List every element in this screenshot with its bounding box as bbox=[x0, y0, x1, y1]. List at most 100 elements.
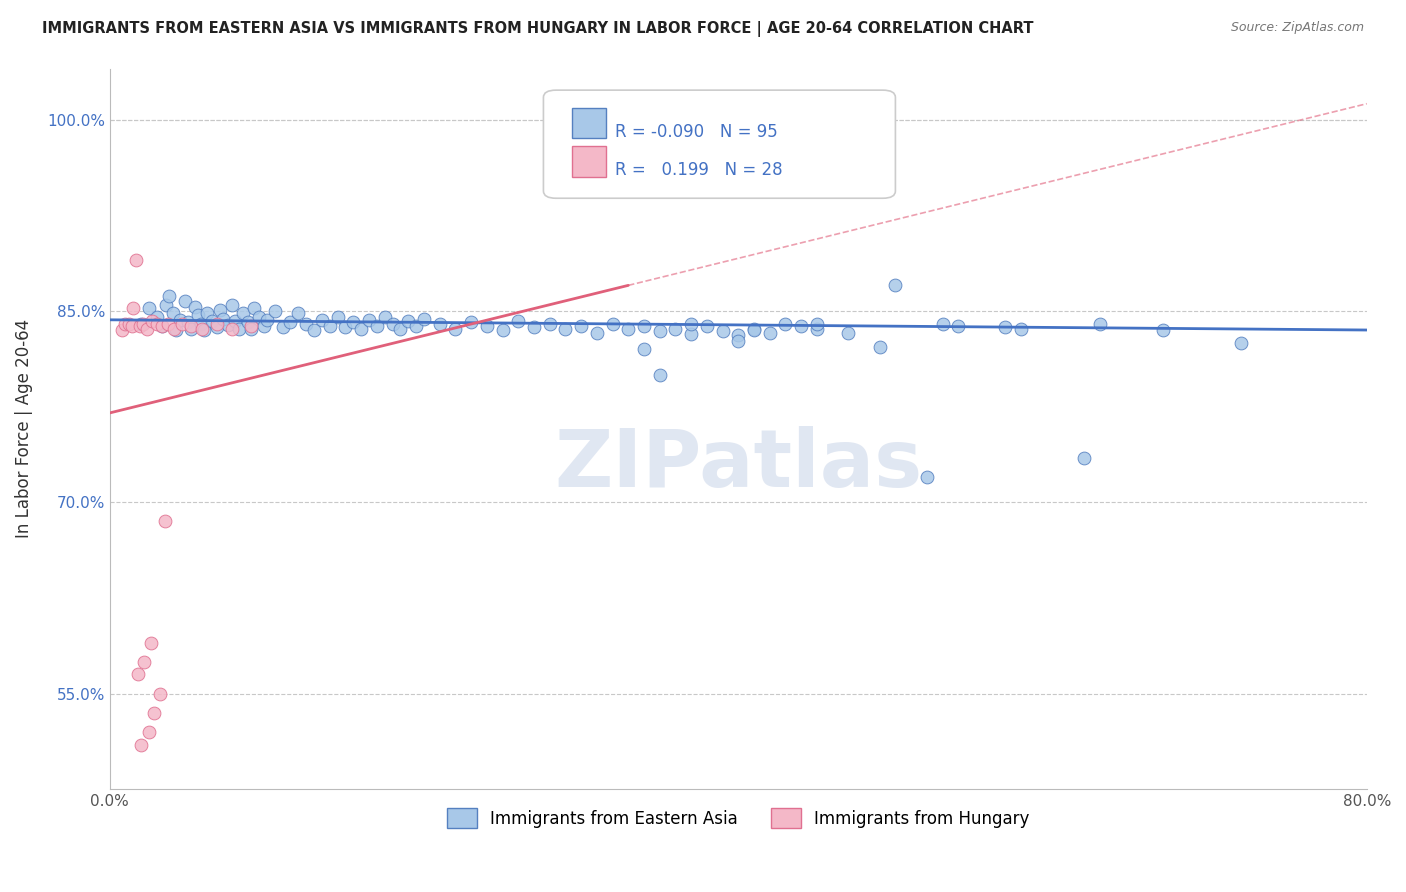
Point bbox=[429, 317, 451, 331]
Point bbox=[837, 326, 859, 340]
Point bbox=[295, 317, 318, 331]
Point bbox=[806, 322, 828, 336]
Point bbox=[357, 313, 380, 327]
Point bbox=[681, 326, 703, 341]
Point bbox=[523, 320, 546, 334]
Point bbox=[232, 306, 254, 320]
Point bbox=[1088, 317, 1111, 331]
Point bbox=[413, 311, 436, 326]
Point bbox=[586, 326, 609, 340]
Point bbox=[142, 706, 165, 720]
Point bbox=[280, 315, 302, 329]
Point bbox=[190, 317, 212, 331]
Point bbox=[806, 317, 828, 331]
Point bbox=[243, 301, 266, 316]
Point bbox=[156, 317, 179, 331]
Point bbox=[460, 315, 482, 329]
Point bbox=[633, 342, 655, 356]
Point bbox=[302, 323, 325, 337]
Point bbox=[169, 313, 191, 327]
Point bbox=[396, 314, 419, 328]
Point bbox=[253, 319, 276, 334]
Point bbox=[389, 322, 412, 336]
Point bbox=[187, 308, 209, 322]
Point bbox=[311, 313, 333, 327]
Point bbox=[212, 311, 235, 326]
Point bbox=[775, 317, 797, 331]
Point bbox=[664, 322, 686, 336]
Text: ZIPatlas: ZIPatlas bbox=[554, 425, 922, 504]
Point bbox=[491, 323, 513, 337]
Point bbox=[1073, 450, 1095, 465]
Point bbox=[374, 310, 396, 325]
Point bbox=[240, 322, 263, 336]
Point bbox=[139, 635, 162, 649]
Point bbox=[170, 317, 193, 331]
Point bbox=[326, 310, 349, 325]
Point bbox=[111, 323, 134, 337]
Point bbox=[174, 293, 197, 308]
Point bbox=[114, 317, 136, 331]
Point bbox=[195, 306, 218, 320]
Point bbox=[208, 302, 231, 317]
Point bbox=[790, 319, 813, 334]
Point bbox=[163, 322, 186, 336]
Point bbox=[221, 297, 243, 311]
Point bbox=[193, 323, 215, 337]
Point bbox=[121, 319, 143, 334]
Point bbox=[165, 323, 187, 337]
Y-axis label: In Labor Force | Age 20-64: In Labor Force | Age 20-64 bbox=[15, 319, 32, 539]
Point bbox=[633, 319, 655, 334]
Point bbox=[727, 328, 749, 343]
Point bbox=[134, 655, 156, 669]
Point bbox=[742, 323, 765, 337]
Point bbox=[405, 319, 427, 334]
Legend: Immigrants from Eastern Asia, Immigrants from Hungary: Immigrants from Eastern Asia, Immigrants… bbox=[440, 801, 1036, 835]
Point bbox=[758, 326, 780, 340]
Point bbox=[228, 322, 250, 336]
FancyBboxPatch shape bbox=[572, 146, 606, 177]
Point bbox=[180, 322, 202, 336]
Point bbox=[335, 320, 357, 334]
Point bbox=[129, 738, 152, 752]
Point bbox=[569, 319, 592, 334]
Point bbox=[155, 297, 177, 311]
Point bbox=[129, 317, 152, 331]
Point bbox=[994, 320, 1017, 334]
Point bbox=[948, 319, 970, 334]
Point bbox=[150, 319, 173, 334]
Point bbox=[869, 340, 891, 354]
Point bbox=[125, 252, 148, 267]
FancyBboxPatch shape bbox=[544, 90, 896, 198]
Point bbox=[201, 314, 224, 328]
Point bbox=[138, 724, 160, 739]
Point bbox=[350, 322, 373, 336]
Text: Source: ZipAtlas.com: Source: ZipAtlas.com bbox=[1230, 21, 1364, 34]
Point bbox=[128, 319, 150, 334]
Point bbox=[508, 314, 530, 328]
Point bbox=[617, 322, 640, 336]
Point bbox=[554, 322, 576, 336]
Point bbox=[177, 315, 200, 329]
Point bbox=[319, 319, 342, 334]
Point bbox=[149, 687, 172, 701]
Point bbox=[648, 324, 671, 338]
Point bbox=[180, 319, 202, 334]
Point bbox=[263, 304, 285, 318]
Point bbox=[538, 317, 561, 331]
Text: IMMIGRANTS FROM EASTERN ASIA VS IMMIGRANTS FROM HUNGARY IN LABOR FORCE | AGE 20-: IMMIGRANTS FROM EASTERN ASIA VS IMMIGRAN… bbox=[42, 21, 1033, 37]
Point bbox=[381, 317, 404, 331]
Point bbox=[162, 306, 184, 320]
Point bbox=[1230, 335, 1253, 350]
Point bbox=[727, 334, 749, 349]
Point bbox=[475, 319, 498, 334]
Point bbox=[132, 317, 155, 331]
Point bbox=[224, 314, 246, 328]
Point bbox=[884, 278, 907, 293]
Point bbox=[1152, 323, 1174, 337]
Point bbox=[602, 317, 624, 331]
Point bbox=[205, 320, 228, 334]
FancyBboxPatch shape bbox=[572, 108, 606, 138]
Point bbox=[366, 319, 388, 334]
Point bbox=[117, 317, 139, 331]
